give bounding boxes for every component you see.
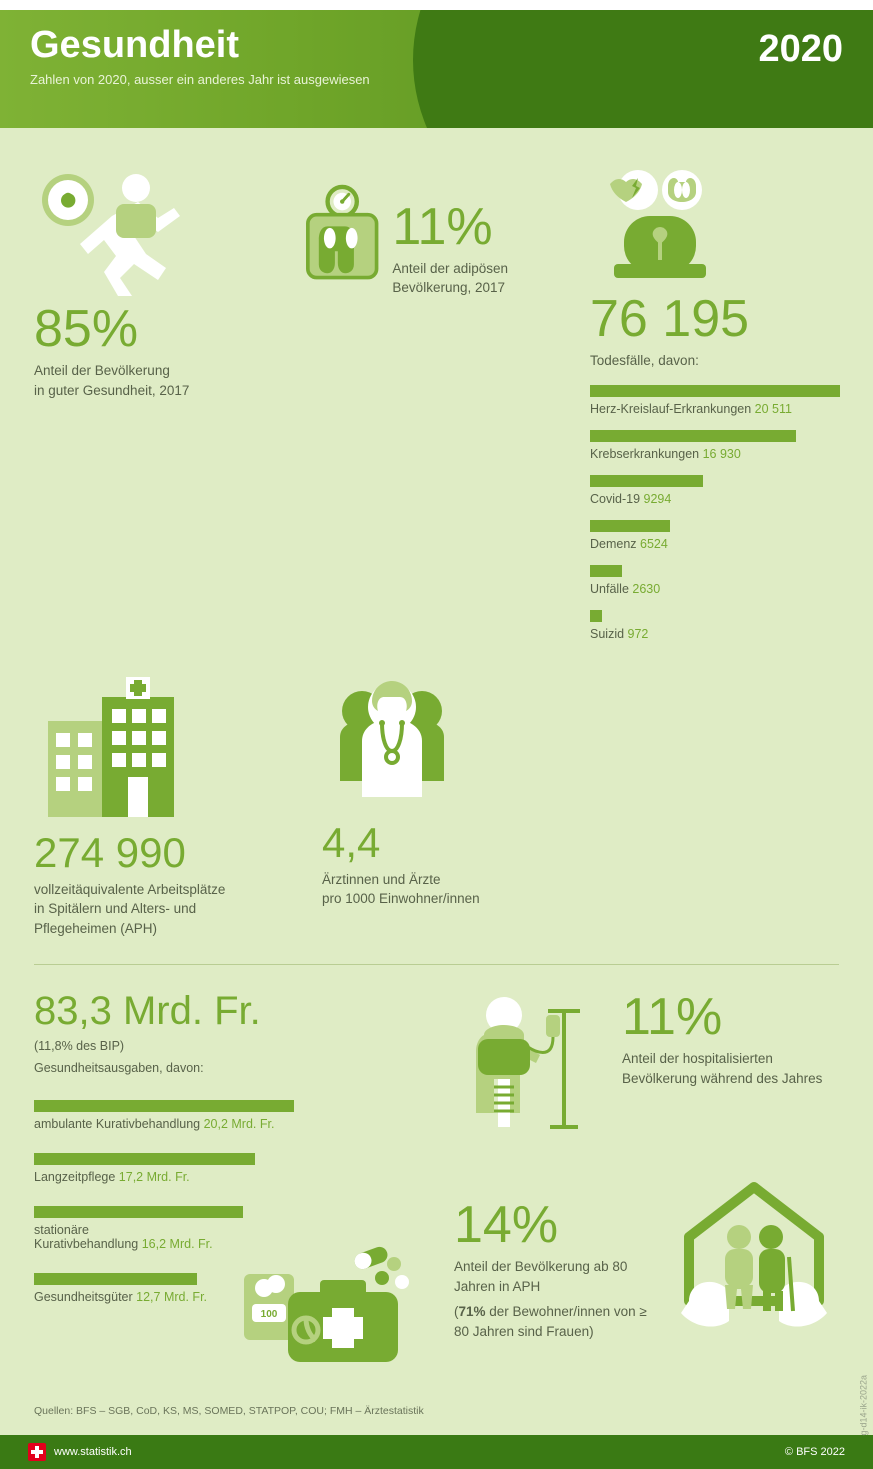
iv-patient-icon — [454, 991, 604, 1141]
stat-doctors: 4,4 Ärztinnen und Ärzte pro 1000 Einwohn… — [322, 677, 542, 909]
footer: www.statistik.ch © BFS 2022 — [0, 1435, 873, 1469]
label: Anteil der hospitalisierten Bevölkerung … — [622, 1049, 822, 1088]
value: 274 990 — [34, 832, 294, 874]
bar — [590, 475, 703, 487]
subtitle: Zahlen von 2020, ausser ein anderes Jahr… — [30, 72, 370, 87]
bar-label: Herz-Kreislauf-Erkrankungen 20 511 — [590, 402, 839, 416]
side-id: g-d14-ik-2022a — [859, 1375, 869, 1436]
bar — [34, 1273, 197, 1285]
value: 11% — [392, 201, 562, 253]
footer-site: www.statistik.ch — [54, 1446, 132, 1458]
value: 85% — [34, 303, 274, 355]
deaths-bar-chart: Herz-Kreislauf-Erkrankungen 20 511 Krebse… — [590, 385, 839, 641]
bar-label: Langzeitpflege 17,2 Mrd. Fr. — [34, 1170, 414, 1184]
bar-label: Suizid 972 — [590, 627, 839, 641]
bar-label: ambulante Kurativbehandlung 20,2 Mrd. Fr… — [34, 1117, 414, 1131]
bar — [34, 1100, 294, 1112]
label: Ärztinnen und Ärzte pro 1000 Einwohner/i… — [322, 870, 542, 909]
scale-icon — [302, 168, 382, 298]
sub1: (11,8% des BIP) — [34, 1037, 414, 1055]
header: Gesundheit Zahlen von 2020, ausser ein a… — [0, 10, 873, 128]
sub2: Gesundheitsausgaben, davon: — [34, 1059, 414, 1077]
source-line: Quellen: BFS – SGB, CoD, KS, MS, SOMED, … — [34, 1405, 839, 1417]
value: 4,4 — [322, 822, 542, 864]
label: Anteil der Bevölkerung ab 80 Jahren in A… — [454, 1257, 651, 1296]
bar — [590, 430, 796, 442]
value: 83,3 Mrd. Fr. — [34, 991, 414, 1031]
meds-icon: 100 — [234, 1244, 414, 1374]
runner-icon — [34, 168, 204, 298]
stat-good-health: 85% Anteil der Bevölkerung in guter Gesu… — [34, 168, 274, 400]
page-title: Gesundheit — [30, 24, 239, 67]
paren: (71% der Bewohner/innen von ≥ 80 Jahren … — [454, 1302, 651, 1341]
separator — [34, 964, 839, 965]
bar-label: Krebserkrankungen 16 930 — [590, 447, 839, 461]
swiss-shield-icon — [28, 1443, 46, 1461]
doctors-icon — [322, 677, 462, 817]
year: 2020 — [758, 28, 843, 71]
label: Anteil der adipösen Bevölkerung, 2017 — [392, 259, 562, 298]
hospital-icon — [34, 677, 204, 827]
stat-hospitalized: 11% Anteil der hospitalisierten Bevölker… — [454, 991, 839, 1141]
bar — [34, 1153, 255, 1165]
bar-label: Unfälle 2630 — [590, 582, 839, 596]
stat-deaths: 76 195 Todesfälle, davon: Herz-Kreislauf… — [590, 168, 839, 641]
bar-label: Demenz 6524 — [590, 537, 839, 551]
care-home-icon — [669, 1181, 839, 1341]
stat-over80: 14% Anteil der Bevölkerung ab 80 Jahren … — [454, 1181, 839, 1341]
label: vollzeitäquivalente Arbeitsplätze in Spi… — [34, 880, 294, 939]
label: Todesfälle, davon: — [590, 351, 839, 371]
bar — [590, 385, 840, 397]
bar — [590, 520, 670, 532]
graves-icon — [590, 168, 750, 288]
footer-copy: © BFS 2022 — [785, 1446, 845, 1458]
bar — [34, 1206, 243, 1218]
bar — [590, 610, 602, 622]
bar — [590, 565, 622, 577]
value: 11% — [622, 991, 822, 1043]
svg-text:100: 100 — [261, 1309, 278, 1320]
stat-jobs: 274 990 vollzeitäquivalente Arbeitsplätz… — [34, 677, 294, 939]
bar-label: Covid-19 9294 — [590, 492, 839, 506]
value: 76 195 — [590, 293, 839, 345]
value: 14% — [454, 1199, 651, 1251]
label: Anteil der Bevölkerung in guter Gesundhe… — [34, 361, 274, 400]
stat-obese: 11% Anteil der adipösen Bevölkerung, 201… — [302, 168, 562, 298]
